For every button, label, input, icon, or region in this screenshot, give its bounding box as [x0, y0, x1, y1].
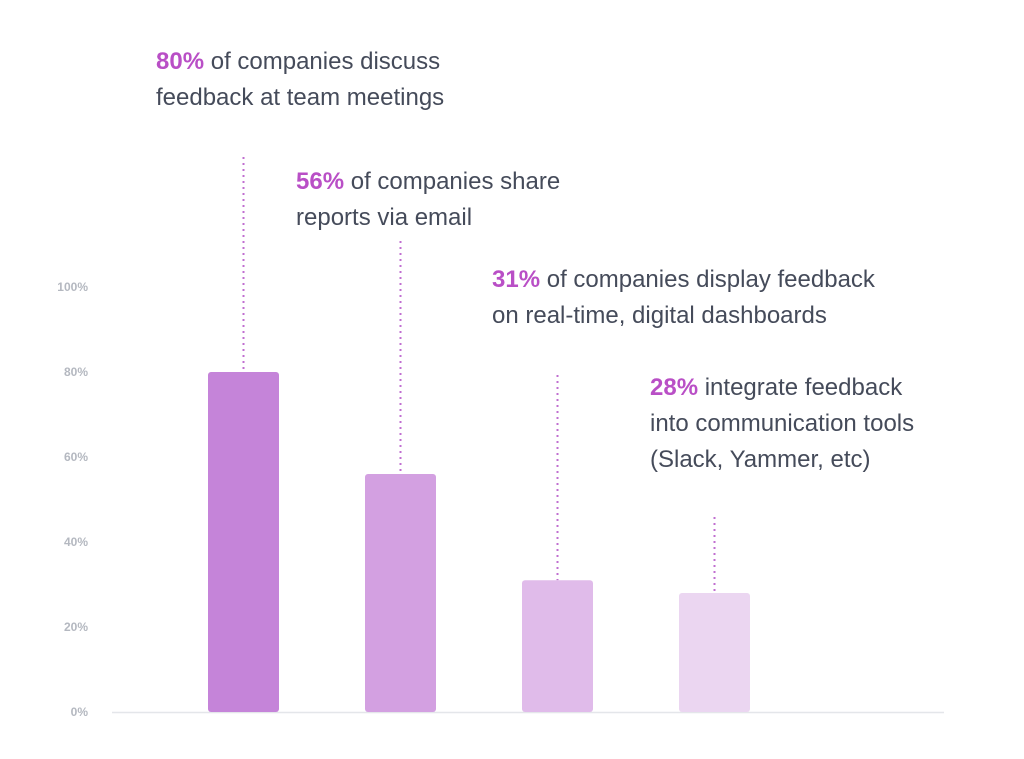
annotation-line-1: 56% of companies share: [296, 164, 560, 200]
annotation-line-1: 80% of companies discuss: [156, 44, 444, 80]
annotation-email: 56% of companies share reports via email: [296, 164, 560, 236]
annotation-line-2: feedback at team meetings: [156, 84, 445, 111]
y-tick-label: 100%: [57, 280, 88, 294]
annotation-line-1: 28% integrate feedback: [650, 370, 914, 406]
leader-lines: [242, 157, 716, 593]
annotation-line-2: on real-time, digital dashboards: [492, 302, 827, 329]
y-axis-ticks: 0% 20% 40% 60% 80% 100%: [57, 280, 88, 719]
annotation-text: of companies share: [344, 168, 561, 195]
annotation-line-1: 31% of companies display feedback: [492, 262, 875, 298]
annotation-team-meetings: 80% of companies discuss feedback at tea…: [156, 44, 444, 116]
annotation-percent: 28%: [650, 374, 699, 401]
bars: [208, 372, 750, 712]
y-tick-label: 0%: [71, 705, 89, 719]
annotation-text: of companies discuss: [204, 48, 441, 75]
annotation-communication-tools: 28% integrate feedback into communicatio…: [650, 370, 914, 478]
bar: [365, 474, 436, 712]
y-tick-label: 40%: [64, 535, 88, 549]
bar: [679, 593, 750, 712]
annotation-percent: 80%: [156, 48, 205, 75]
annotation-text: of companies display feedback: [540, 266, 875, 293]
annotation-line-2: reports via email: [296, 204, 473, 231]
y-tick-label: 20%: [64, 620, 88, 634]
bar: [522, 580, 593, 712]
annotation-percent: 56%: [296, 168, 345, 195]
annotation-line-2: into communication tools: [650, 410, 915, 437]
annotation-dashboards: 31% of companies display feedback on rea…: [492, 262, 875, 334]
bar: [208, 372, 279, 712]
annotation-text: integrate feedback: [698, 374, 903, 401]
y-tick-label: 60%: [64, 450, 88, 464]
y-tick-label: 80%: [64, 365, 88, 379]
annotation-line-3: (Slack, Yammer, etc): [650, 446, 871, 473]
annotation-percent: 31%: [492, 266, 541, 293]
